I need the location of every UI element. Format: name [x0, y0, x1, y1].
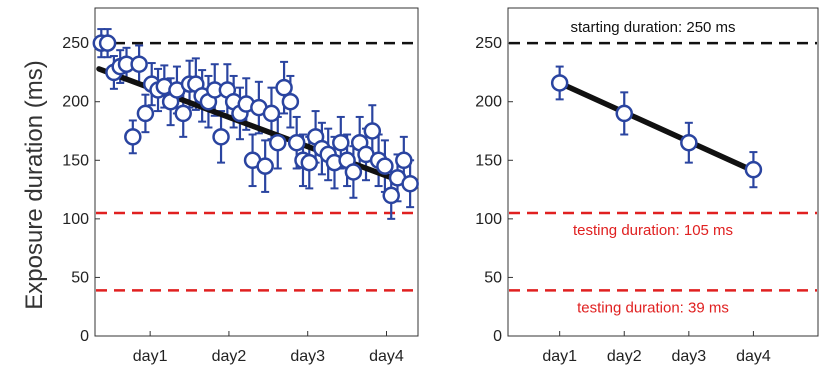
data-point — [550, 74, 569, 92]
y-tick-label: 250 — [62, 35, 89, 52]
x-tick-label: day4 — [369, 348, 404, 365]
data-point — [395, 151, 413, 170]
y-tick-label: 0 — [80, 328, 89, 345]
x-tick-label: day2 — [212, 348, 247, 365]
data-point — [680, 133, 698, 152]
data-point — [300, 153, 319, 172]
data-point — [130, 55, 148, 73]
right-panel: 0 50 100 150 200 250 day1 day2 day3 day4 starting … — [475, 7, 819, 365]
x-tick-label: day2 — [607, 348, 642, 365]
y-tick-label: 50 — [484, 269, 502, 286]
left-plot-frame — [94, 7, 419, 337]
data-point — [262, 104, 281, 123]
data-point — [376, 157, 394, 175]
right-plot-frame — [507, 7, 819, 337]
data-point — [744, 160, 763, 179]
data-point — [98, 34, 117, 52]
data-point — [332, 133, 350, 152]
data-point — [256, 157, 274, 175]
reference-line-label: starting duration: 250 ms — [570, 19, 735, 36]
y-tick-label: 150 — [62, 152, 89, 169]
trend-line — [556, 80, 757, 174]
data-point — [382, 186, 400, 205]
data-point — [401, 174, 419, 193]
data-point — [174, 104, 192, 123]
data-point — [344, 163, 363, 181]
reference-line-label: testing duration: 39 ms — [577, 299, 729, 316]
data-point — [269, 133, 287, 152]
x-tick-label: day1 — [542, 348, 577, 365]
y-axis-label: Exposure duration (ms) — [21, 60, 48, 309]
data-point — [281, 92, 300, 111]
y-tick-label: 200 — [475, 94, 502, 111]
y-tick-label: 150 — [475, 152, 502, 169]
data-point — [212, 128, 230, 146]
data-point — [275, 78, 293, 97]
data-point — [363, 122, 382, 140]
left-panel: 0 50 100 150 200 250 day1 day2 day3 day4 — [62, 7, 419, 365]
reference-line-label: testing duration: 105 ms — [573, 222, 733, 239]
x-tick-label: day3 — [290, 348, 325, 365]
x-tick-label: day3 — [671, 348, 706, 365]
y-tick-label: 250 — [475, 35, 502, 52]
data-point — [136, 104, 155, 123]
y-tick-label: 100 — [475, 211, 502, 228]
x-tick-label: day4 — [736, 348, 771, 365]
data-point — [124, 128, 142, 146]
y-tick-label: 50 — [71, 269, 89, 286]
data-point — [287, 133, 306, 152]
x-tick-label: day1 — [133, 348, 168, 365]
y-tick-label: 0 — [493, 328, 502, 345]
data-point — [615, 104, 633, 123]
y-tick-label: 200 — [62, 94, 89, 111]
y-tick-label: 100 — [62, 211, 89, 228]
